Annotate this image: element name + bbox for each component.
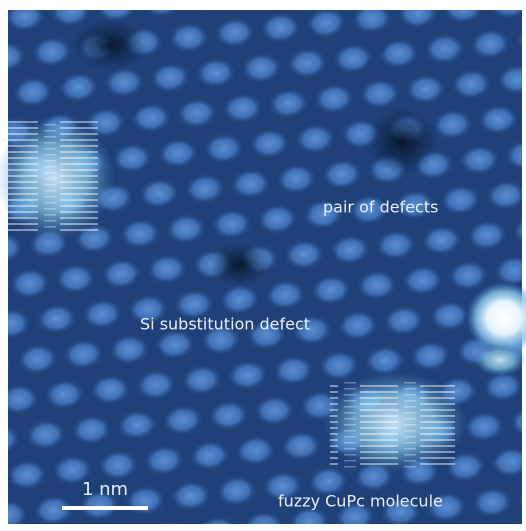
annotation: fuzzy CuPc molecule [278,492,443,511]
scale-bar [62,506,148,510]
page: pair of defects Si substitution defect f… [0,0,526,531]
scale-bar-label: 1 nm [82,479,128,500]
stm-image: pair of defects Si substitution defect f… [0,0,526,531]
annotation: Si substitution defect [140,315,310,334]
annotation: pair of defects [323,198,438,217]
